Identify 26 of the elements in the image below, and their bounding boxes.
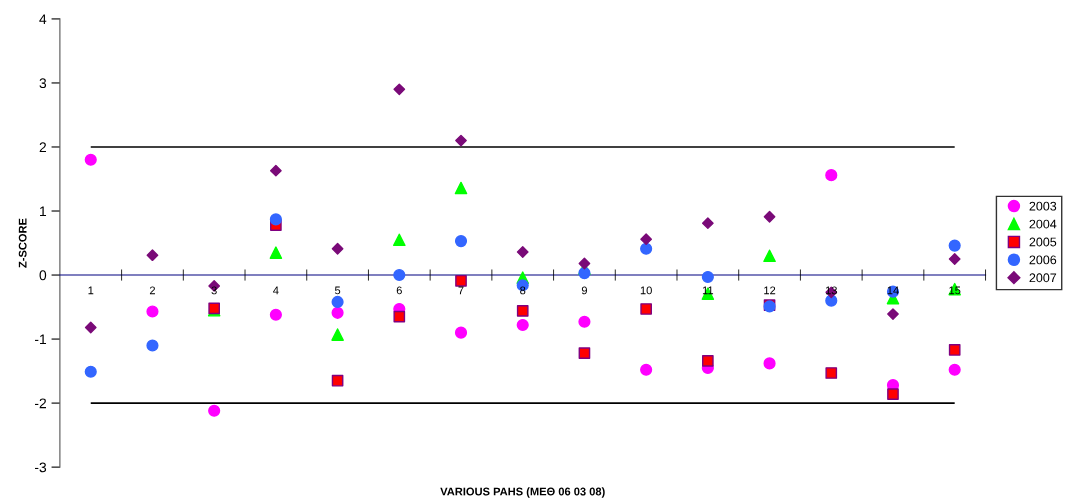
- x-tick-label: 7: [458, 286, 464, 295]
- x-tick-label: 12: [764, 286, 776, 295]
- x-tick-label: 14: [887, 286, 899, 295]
- y-tick-label: 0: [39, 270, 47, 281]
- y-axis-title: Z-SCORE: [18, 218, 27, 268]
- x-tick-label: 5: [334, 286, 341, 295]
- y-tick-label: -1: [34, 334, 47, 345]
- y-tick-label: 2: [39, 142, 46, 153]
- legend-label: 2003: [1029, 201, 1057, 211]
- x-tick-label: 9: [581, 286, 587, 295]
- x-tick-label: 10: [640, 286, 652, 295]
- legend-label: 2007: [1029, 273, 1057, 283]
- x-axis-title: VARIOUS PAHS (ΜΕΘ 06 03 08): [440, 487, 605, 498]
- legend-label: 2004: [1029, 219, 1057, 229]
- y-tick-label: 4: [39, 14, 47, 24]
- y-tick-label: -3: [34, 462, 47, 473]
- x-tick-label: 3: [211, 286, 217, 295]
- x-tick-label: 1: [88, 286, 94, 295]
- x-tick-label: 4: [273, 286, 279, 295]
- x-tick-label: 2: [149, 286, 155, 295]
- y-tick-label: 1: [40, 206, 47, 217]
- legend-label: 2006: [1029, 255, 1057, 265]
- x-tick-label: 6: [396, 286, 402, 295]
- y-tick-label: -2: [34, 398, 46, 409]
- legend-label: 2005: [1029, 237, 1057, 247]
- y-tick-label: 3: [39, 78, 47, 89]
